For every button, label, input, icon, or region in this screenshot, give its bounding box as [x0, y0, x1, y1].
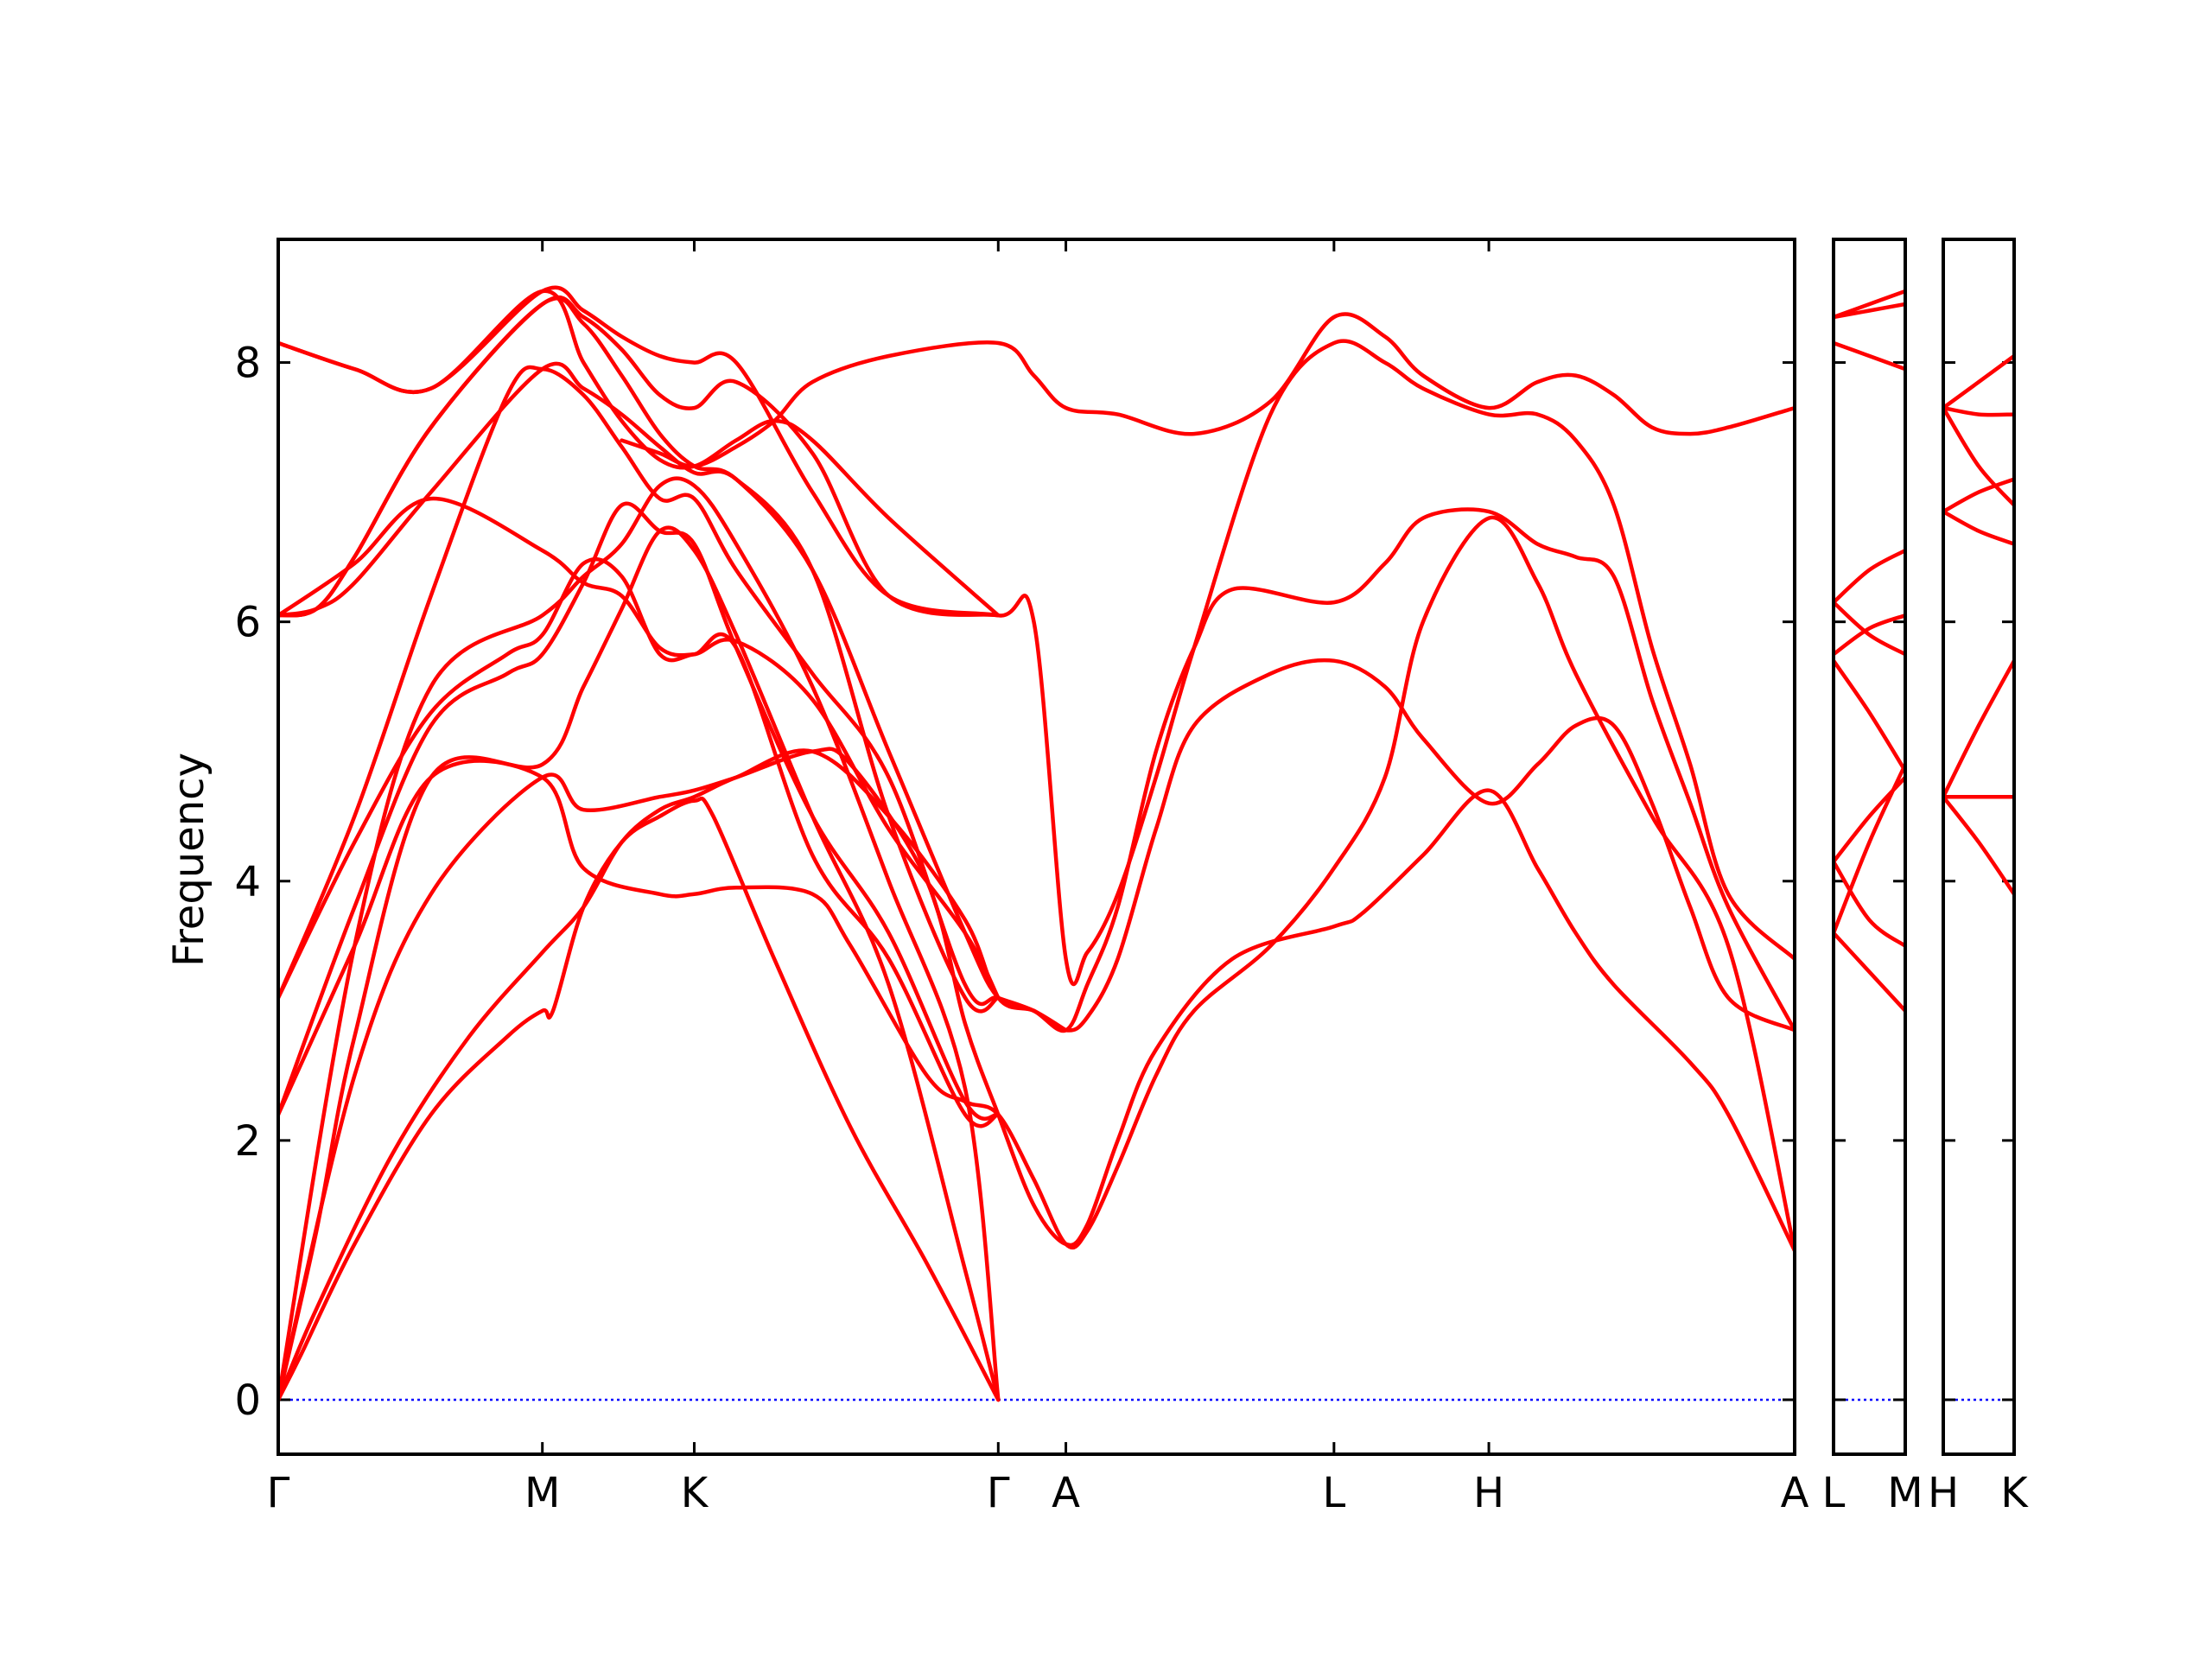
y-tick-label: 4: [234, 858, 261, 906]
band-line-11: [278, 496, 1001, 1001]
x-tick-label: L: [1322, 1469, 1345, 1517]
band-line-6: [1834, 613, 1905, 657]
y-tick-label: 8: [234, 340, 261, 388]
band-line-8: [278, 557, 1001, 1128]
band-lines: [1834, 289, 1905, 1014]
y-tick-label: 6: [234, 599, 261, 647]
band-line-14: [278, 296, 1001, 618]
x-tick-label: A: [1052, 1469, 1080, 1517]
band-line-11: [1834, 289, 1905, 320]
band-line-9: [278, 365, 1795, 1033]
band-lines: [278, 285, 1795, 1402]
band-line-4: [278, 525, 1001, 1402]
band-line-1: [1834, 931, 1905, 1014]
panel-frame: [276, 238, 1796, 1456]
band-line-2: [1943, 794, 2014, 897]
band-line-10: [278, 361, 1001, 1014]
band-line-15: [278, 289, 1001, 618]
x-tick-label: M: [1887, 1469, 1923, 1517]
band-line-4: [1834, 775, 1905, 864]
band-line-6: [1943, 405, 2014, 507]
x-tick-label: H: [1928, 1469, 1959, 1517]
x-tick-label: A: [1781, 1469, 1809, 1517]
band-line-13: [278, 285, 1795, 987]
x-tick-label: L: [1822, 1469, 1846, 1517]
band-line-2: [278, 748, 1068, 1402]
y-tick-label: 0: [234, 1376, 261, 1425]
x-tick-label: H: [1473, 1469, 1504, 1517]
band-line-7: [1834, 600, 1905, 657]
x-tick-label: Γ: [267, 1469, 290, 1517]
band-lines: [1943, 353, 2014, 897]
band-line-5: [1834, 658, 1905, 773]
x-tick-label: Γ: [987, 1469, 1010, 1517]
x-tick-label: M: [524, 1469, 560, 1517]
y-tick-label: 2: [234, 1117, 261, 1166]
band-line-8: [1943, 353, 2014, 410]
band-line-7: [1943, 405, 2014, 417]
band-line-5: [1943, 477, 2014, 514]
y-axis-label: Frequency: [165, 753, 213, 967]
panel-frame: [1832, 238, 1907, 1456]
panel-frame: [1942, 238, 2016, 1456]
x-tick-label: K: [2000, 1469, 2029, 1517]
band-line-3: [1943, 658, 2014, 799]
band-line-3: [278, 747, 1795, 1402]
band-line-12: [278, 296, 1795, 1033]
band-line-8: [1834, 548, 1905, 605]
band-line-7: [278, 501, 1001, 1121]
x-tick-label: K: [681, 1469, 709, 1517]
band-line-16: [620, 312, 1795, 468]
band-line-2: [1834, 860, 1905, 949]
band-line-3: [1834, 762, 1905, 936]
band-line-4: [1943, 509, 2014, 546]
band-line-9: [1834, 340, 1905, 372]
band-line-6: [278, 515, 1795, 1253]
